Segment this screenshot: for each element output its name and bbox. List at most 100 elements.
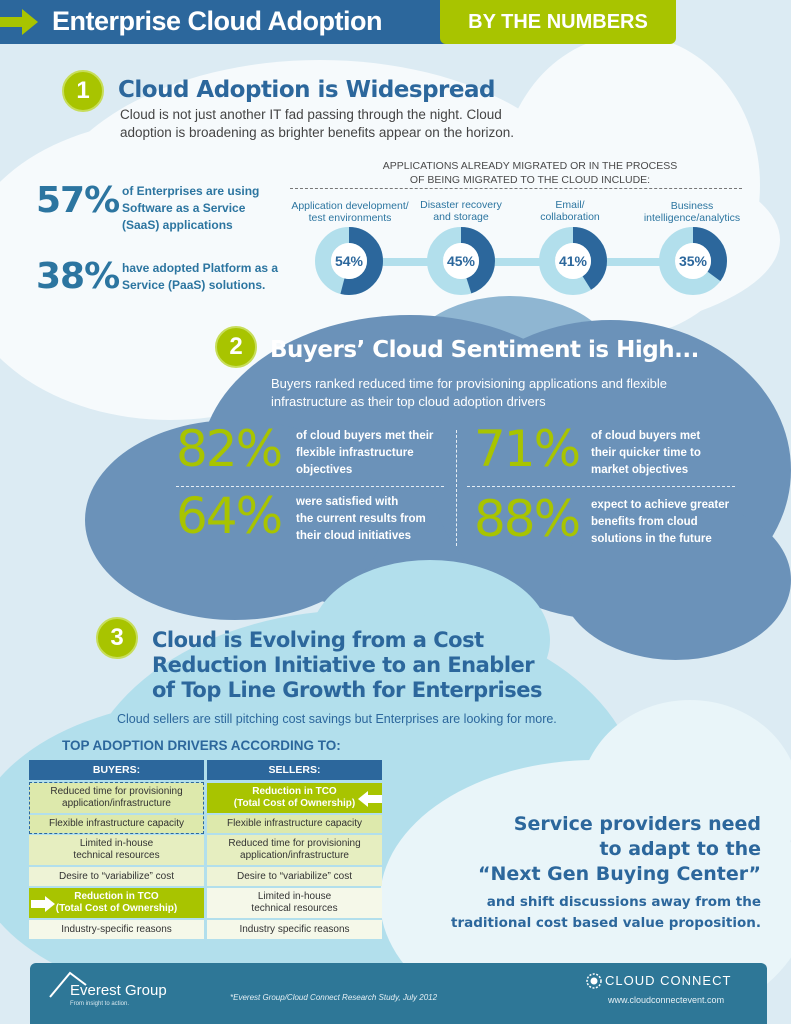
label-line: test environments	[308, 212, 392, 224]
stat-paas-text: have adopted Platform as a Service (PaaS…	[122, 260, 278, 294]
cell-line: (Total Cost of Ownership)	[55, 903, 178, 914]
dashed-divider	[456, 430, 457, 546]
label-line: Disaster recovery	[420, 199, 502, 211]
table-cell: Industry specific reasons	[207, 920, 382, 939]
arrow-right-icon	[0, 9, 38, 35]
everest-mountain-logo-icon	[49, 971, 87, 998]
stat-future-benefits-text: expect to achieve greater benefits from …	[591, 497, 729, 548]
label-line: and storage	[433, 211, 489, 223]
cell-line: Reduced time for provisioning	[50, 786, 183, 797]
app-label-disaster-recovery: Disaster recovery and storage	[396, 199, 526, 223]
footnote: *Everest Group/Cloud Connect Research St…	[230, 993, 438, 1002]
label-line: Email/	[555, 199, 585, 211]
stat-line: objectives	[296, 464, 353, 476]
section1-title: Cloud Adoption is Widespread	[118, 77, 495, 103]
section2-description: Buyers ranked reduced time for provision…	[271, 375, 667, 411]
cell-line: Reduced time for provisioning	[228, 838, 361, 849]
app-label-dev-test: Application development/ test environmen…	[285, 200, 415, 224]
callout-line: and shift discussions away from the	[486, 894, 761, 910]
stat-line: benefits from cloud	[591, 516, 698, 528]
header-bar	[0, 0, 502, 44]
stat-line: (SaaS) applications	[122, 218, 233, 232]
cloud-connect-url[interactable]: www.cloudconnectevent.com	[608, 995, 725, 1005]
cloud-connect-logo: CLOUD CONNECT	[605, 973, 732, 988]
cell-line: Desire to “variabilize” cost	[236, 870, 353, 882]
callout-line: Service providers need	[513, 813, 761, 835]
table-cell: Reduced time for provisioning application…	[29, 783, 204, 813]
buyers-header: BUYERS:	[29, 760, 204, 780]
arrow-right-icon	[31, 896, 55, 912]
desc-line: adoption is broadening as brighter benef…	[120, 125, 515, 140]
table-cell-highlight: Reduction in TCO (Total Cost of Ownership…	[29, 888, 204, 918]
donut-ring	[315, 227, 383, 295]
stat-line: were satisfied with	[296, 496, 399, 508]
section-number-2: 2	[215, 326, 257, 368]
label-line: Application development/	[291, 200, 409, 212]
cell-line: (Total Cost of Ownership)	[233, 798, 356, 809]
stat-line: their cloud initiatives	[296, 530, 412, 542]
stat-time-to-market-text: of cloud buyers met their quicker time t…	[591, 428, 701, 479]
table-cell: Desire to “variabilize” cost	[29, 867, 204, 886]
heading-line: APPLICATIONS ALREADY MIGRATED OR IN THE …	[382, 160, 678, 172]
desc-line: Buyers ranked reduced time for provision…	[271, 376, 667, 391]
callout-subtext: and shift discussions away from the trad…	[451, 892, 761, 934]
table-cell: Industry-specific reasons	[29, 920, 204, 939]
section2-title: Buyers’ Cloud Sentiment is High...	[270, 337, 699, 363]
donut-chart-disaster-recovery: 45%	[427, 227, 495, 295]
cell-line: Reduction in TCO	[252, 786, 337, 797]
cell-line: Limited in-house	[79, 838, 154, 849]
dashed-divider	[176, 486, 444, 487]
stat-line: flexible infrastructure	[296, 447, 414, 459]
section3-title: Cloud is Evolving from a Cost Reduction …	[152, 628, 542, 703]
donut-chart-email: 41%	[539, 227, 607, 295]
stat-line: the current results from	[296, 513, 426, 525]
section1-description: Cloud is not just another IT fad passing…	[120, 106, 514, 142]
sellers-header: SELLERS:	[207, 760, 382, 780]
stat-future-benefits-value: 88%	[474, 490, 581, 548]
stat-flexible-infra-text: of cloud buyers met their flexible infra…	[296, 428, 433, 479]
section-number-3: 3	[96, 617, 138, 659]
table-cell: Limited in-house technical resources	[29, 835, 204, 865]
donut-value: 41%	[558, 253, 588, 269]
cell-line: Flexible infrastructure capacity	[48, 818, 185, 829]
label-line: collaboration	[540, 211, 600, 223]
callout-line: traditional cost based value proposition…	[450, 915, 761, 931]
donut-ring	[427, 227, 495, 295]
stat-paas-value: 38%	[36, 256, 120, 297]
stat-saas-value: 57%	[36, 180, 120, 221]
table-cell: Flexible infrastructure capacity	[207, 815, 382, 833]
sellers-column: SELLERS: Reduction in TCO (Total Cost of …	[207, 760, 382, 941]
title-line: Cloud is Evolving from a Cost	[152, 628, 484, 652]
apps-heading: APPLICATIONS ALREADY MIGRATED OR IN THE …	[290, 159, 770, 187]
cell-line: Reduction in TCO	[74, 891, 159, 902]
table-cell-highlight: Reduction in TCO (Total Cost of Ownership…	[207, 783, 382, 813]
donut-value: 54%	[334, 253, 364, 269]
stat-line: Service (PaaS) solutions.	[122, 278, 266, 292]
cell-line: Flexible infrastructure capacity	[226, 818, 363, 829]
donut-ring	[659, 227, 727, 295]
stat-line: of Enterprises are using	[122, 184, 260, 198]
stat-line: Software as a Service	[122, 201, 246, 215]
title-line: of Top Line Growth for Enterprises	[152, 678, 542, 702]
everest-group-logo: Everest Group	[70, 982, 167, 999]
stat-line: of cloud buyers met their	[296, 430, 434, 442]
table-cell: Reduced time for provisioning application…	[207, 835, 382, 865]
donut-ring	[539, 227, 607, 295]
section-number-1: 1	[62, 70, 104, 112]
table-cell: Limited in-house technical resources	[207, 888, 382, 918]
cell-line: application/infrastructure	[240, 850, 349, 861]
table-heading: TOP ADOPTION DRIVERS ACCORDING TO:	[62, 738, 341, 753]
stat-line: their quicker time to	[591, 447, 701, 459]
arrow-left-icon	[358, 791, 382, 807]
dashed-divider	[467, 486, 735, 487]
donut-chart-dev-test: 54%	[315, 227, 383, 295]
dashed-divider	[290, 188, 742, 189]
cell-line: Desire to “variabilize” cost	[58, 870, 175, 882]
stat-time-to-market-value: 71%	[474, 420, 581, 478]
cell-line: Industry-specific reasons	[61, 923, 172, 935]
label-line: intelligence/analytics	[643, 212, 741, 224]
donut-connector	[350, 258, 710, 266]
cloud-connect-logo-icon	[586, 973, 602, 989]
stat-line: market objectives	[591, 464, 689, 476]
stat-saas-text: of Enterprises are using Software as a S…	[122, 183, 259, 234]
